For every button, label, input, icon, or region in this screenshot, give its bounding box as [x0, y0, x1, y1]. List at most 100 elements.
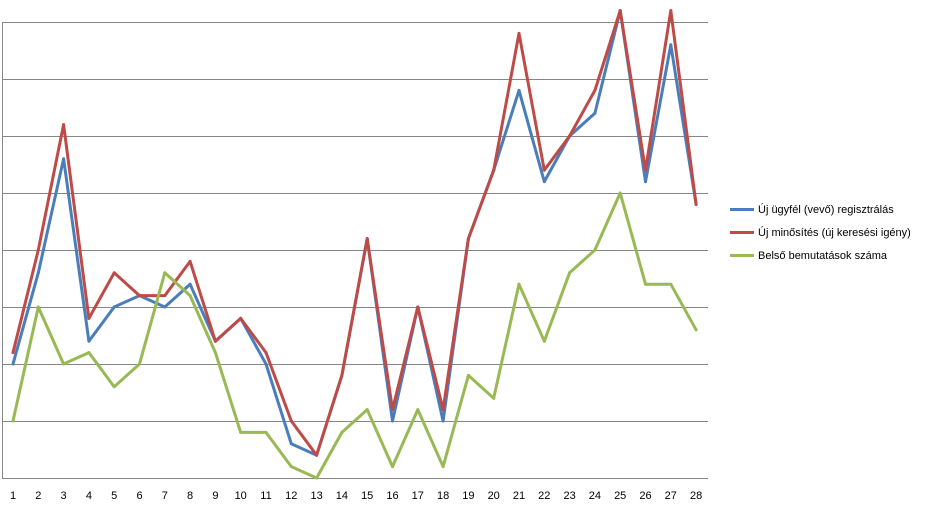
- gridlines: [2, 22, 708, 479]
- data-point: [644, 180, 647, 184]
- x-tick-label: 4: [86, 490, 92, 502]
- data-point: [593, 111, 597, 115]
- data-point: [163, 271, 167, 275]
- data-point: [644, 168, 647, 172]
- legend-swatch: [730, 254, 754, 257]
- data-point: [340, 373, 344, 377]
- axes: [2, 22, 708, 479]
- data-point: [163, 305, 167, 309]
- x-tick-label: 9: [212, 490, 218, 502]
- legend-item: Belső bemutatások száma: [730, 244, 911, 267]
- x-tick-label: 13: [310, 490, 322, 502]
- x-tick-label: 15: [361, 490, 373, 502]
- data-point: [441, 419, 445, 423]
- data-point: [340, 430, 344, 434]
- data-point: [669, 9, 673, 13]
- x-tick-label: 7: [162, 490, 168, 502]
- legend-swatch: [730, 231, 754, 234]
- data-point: [213, 339, 217, 343]
- data-point: [213, 351, 217, 355]
- x-tick-label: 16: [386, 490, 398, 502]
- x-tick-label: 20: [488, 490, 500, 502]
- data-point: [289, 442, 293, 446]
- data-point: [315, 453, 319, 457]
- data-point: [36, 248, 40, 252]
- x-tick-label: 14: [336, 490, 348, 502]
- data-point: [492, 396, 496, 400]
- x-tick-label: 25: [614, 490, 626, 502]
- data-point: [36, 271, 40, 275]
- data-point: [188, 259, 192, 263]
- legend-label: Új minősítés (új keresési igény): [758, 226, 911, 239]
- legend-label: Belső bemutatások száma: [758, 249, 888, 262]
- data-point: [542, 168, 546, 172]
- data-point: [239, 430, 243, 434]
- data-point: [441, 408, 445, 412]
- data-point: [289, 419, 293, 423]
- data-point: [568, 134, 572, 138]
- x-tick-label: 8: [187, 490, 193, 502]
- data-point: [315, 476, 319, 480]
- data-point: [87, 339, 91, 343]
- data-point: [365, 408, 369, 412]
- x-tick-label: 1: [10, 490, 16, 502]
- data-point: [36, 305, 40, 309]
- data-point: [466, 373, 470, 377]
- x-tick-label: 17: [412, 490, 424, 502]
- x-tick-label: 11: [260, 490, 271, 502]
- legend-item: Új ügyfél (vevő) regisztrálás: [730, 198, 911, 221]
- data-point: [138, 362, 141, 366]
- data-point: [542, 180, 546, 184]
- data-point: [112, 271, 116, 275]
- x-tick-label: 6: [136, 490, 142, 502]
- data-point: [112, 385, 116, 389]
- data-point: [568, 271, 572, 275]
- legend-item: Új minősítés (új keresési igény): [730, 221, 911, 244]
- data-point: [188, 294, 192, 298]
- x-tick-label: 22: [538, 490, 550, 502]
- series-lines: [11, 9, 698, 480]
- x-tick-label: 18: [437, 490, 449, 502]
- data-point: [87, 316, 91, 320]
- data-point: [441, 465, 445, 469]
- data-point: [593, 248, 597, 252]
- x-tick-label: 3: [61, 490, 67, 502]
- data-point: [517, 31, 521, 35]
- data-point: [138, 294, 141, 298]
- x-tick-label: 27: [665, 490, 677, 502]
- data-point: [87, 351, 91, 355]
- data-point: [289, 465, 293, 469]
- legend: Új ügyfél (vevő) regisztrálás Új minősít…: [730, 198, 911, 267]
- x-tick-label: 24: [589, 490, 601, 502]
- data-point: [669, 43, 673, 47]
- x-axis-tick-labels: 1 2 3 4 5 6 7 8 9 10 11 12 13 14 15 16 17 18 19 20 21 22 23 24 2…: [10, 490, 702, 502]
- data-point: [466, 237, 470, 241]
- data-point: [163, 294, 167, 298]
- data-point: [11, 362, 15, 366]
- data-point: [416, 305, 420, 309]
- data-point: [264, 362, 268, 366]
- data-point: [593, 88, 597, 92]
- data-point: [618, 191, 622, 195]
- data-point: [694, 202, 698, 206]
- data-point: [62, 123, 66, 127]
- series-line-1: [11, 9, 698, 457]
- x-tick-label: 10: [235, 490, 247, 502]
- data-point: [618, 9, 622, 13]
- data-point: [517, 282, 521, 286]
- data-point: [669, 282, 673, 286]
- x-tick-label: 12: [285, 490, 297, 502]
- data-point: [391, 465, 394, 469]
- data-point: [416, 408, 420, 412]
- x-tick-label: 23: [563, 490, 575, 502]
- data-point: [694, 328, 698, 332]
- data-point: [62, 362, 66, 366]
- data-point: [239, 316, 243, 320]
- data-point: [264, 351, 268, 355]
- data-point: [112, 305, 116, 309]
- x-tick-label: 26: [639, 490, 651, 502]
- data-point: [517, 88, 521, 92]
- data-point: [391, 408, 394, 412]
- data-point: [542, 339, 546, 343]
